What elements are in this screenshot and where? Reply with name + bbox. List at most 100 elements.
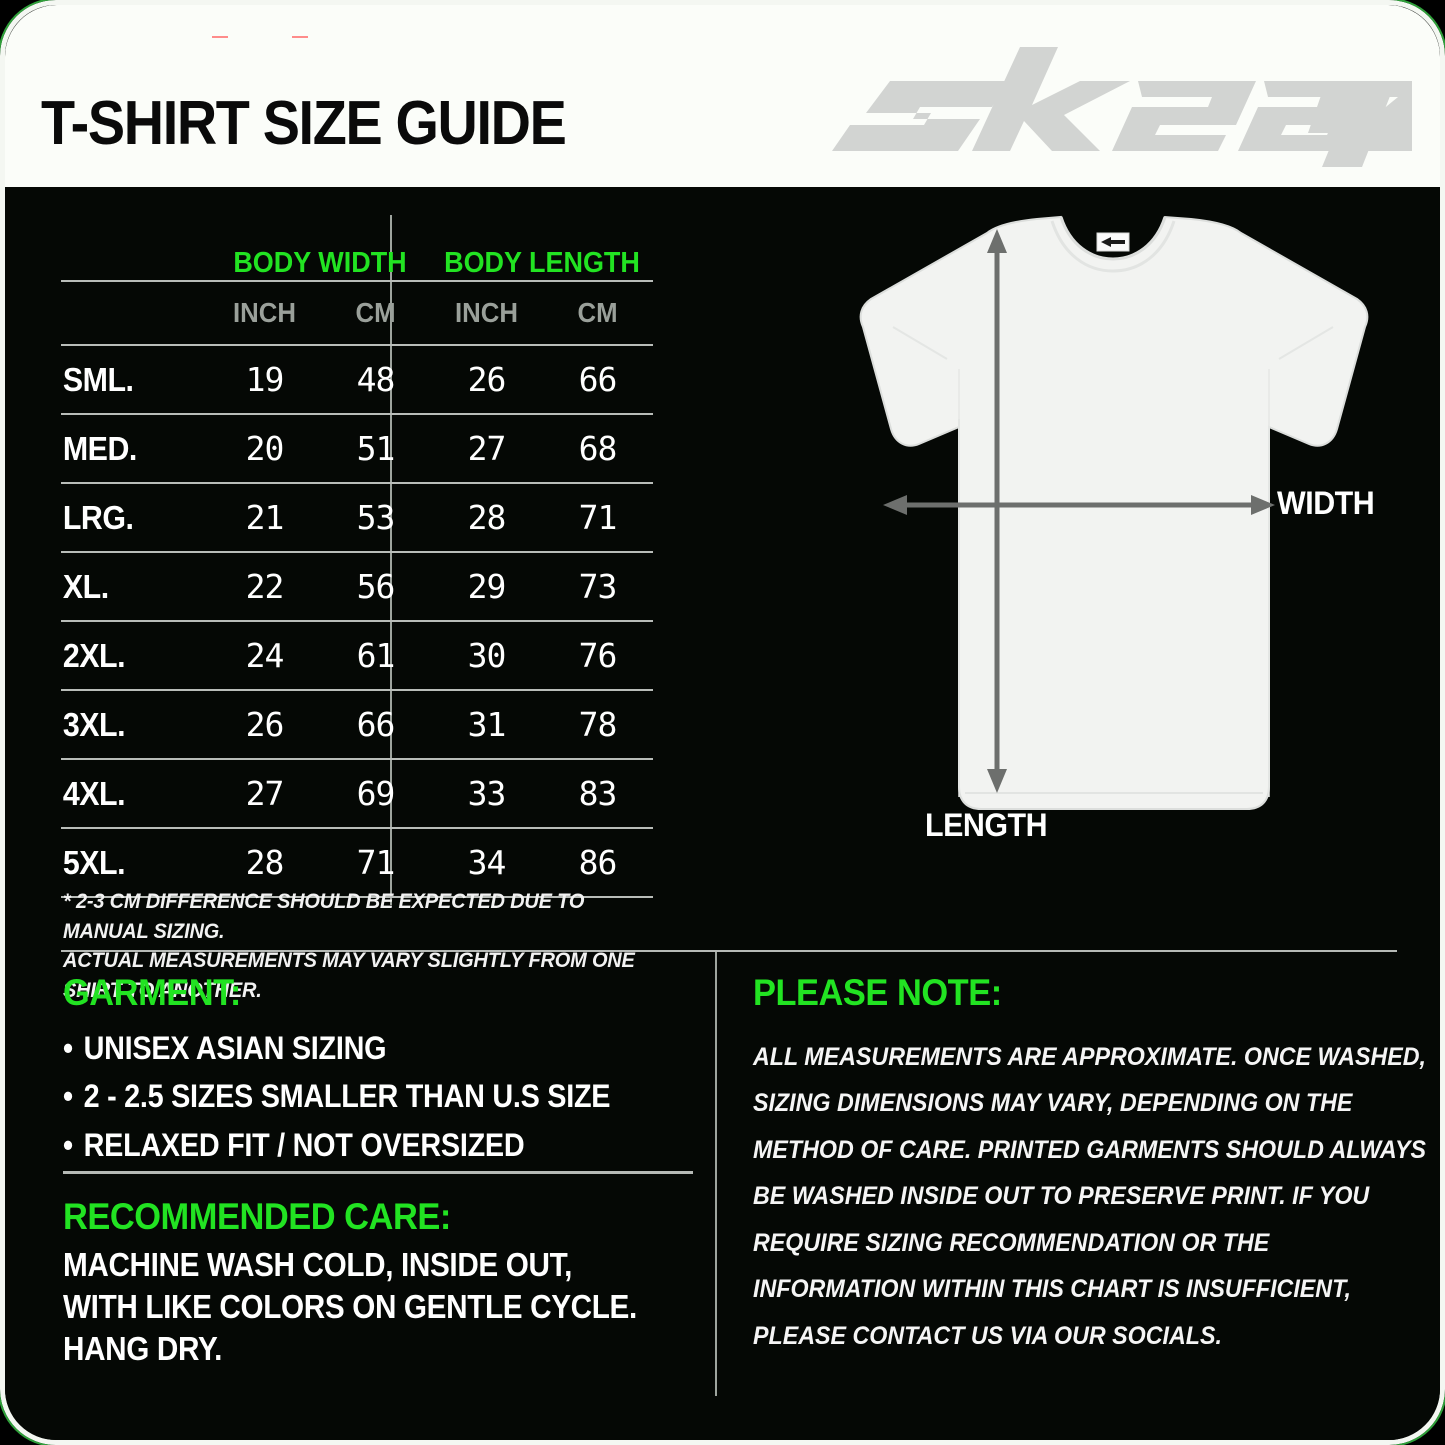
- table-row: SML. 19 48 26 66: [61, 346, 653, 413]
- table-row: 4XL. 27 69 33 83: [61, 760, 653, 827]
- row-size-label: SML.: [62, 360, 134, 398]
- cell-length-cm: 68: [578, 429, 618, 468]
- list-item: • UNISEX ASIAN SIZING: [63, 1024, 630, 1073]
- table-rule: [61, 344, 653, 346]
- table-rule: [61, 280, 653, 282]
- unit-header-width-cm: CM: [355, 297, 396, 328]
- cell-width-cm: 71: [356, 843, 396, 882]
- row-size-label: MED.: [62, 429, 138, 467]
- list-item: • RELAXED FIT / NOT OVERSIZED: [63, 1121, 630, 1170]
- list-item-label: RELAXED FIT / NOT OVERSIZED: [83, 1126, 525, 1163]
- header-bar: T-SHIRT SIZE GUIDE: [5, 5, 1440, 187]
- cell-width-inch: 24: [245, 636, 285, 675]
- cell-width-inch: 26: [245, 705, 285, 744]
- please-note-body: ALL MEASUREMENTS ARE APPROXIMATE. ONCE W…: [753, 1034, 1426, 1360]
- disclaimer-line-2: ACTUAL MEASUREMENTS MAY VARY SLIGHTLY FR…: [63, 948, 635, 1002]
- cell-width-cm: 61: [356, 636, 396, 675]
- table-row: XL. 22 56 29 73: [61, 553, 653, 620]
- table-rule: [61, 896, 653, 898]
- care-section: RECOMMENDED CARE: MACHINE WASH COLD, INS…: [63, 1196, 703, 1371]
- section-divider-vertical: [715, 952, 717, 1396]
- unit-header-width-inch: INCH: [233, 297, 296, 328]
- group-header-body-width: BODY WIDTH: [233, 247, 407, 279]
- garment-bullet-list: • UNISEX ASIAN SIZING • 2 - 2.5 SIZES SMAL…: [63, 1024, 693, 1170]
- size-table: BODY WIDTH BODY LENGTH INCH CM INCH CM S…: [61, 222, 653, 898]
- table-rule: [61, 482, 653, 484]
- length-label: LENGTH: [925, 807, 1048, 843]
- row-size-label: XL.: [62, 567, 109, 605]
- cell-width-inch: 28: [245, 843, 285, 882]
- table-rule: [61, 413, 653, 415]
- cell-width-cm: 48: [356, 360, 396, 399]
- disclaimer-line-1: * 2-3 CM DIFFERENCE SHOULD BE EXPECTED D…: [63, 889, 585, 943]
- row-size-label: LRG.: [62, 498, 134, 536]
- section-divider-horizontal: [61, 950, 1397, 952]
- cell-length-cm: 83: [578, 774, 618, 813]
- note-line: REQUIRE SIZING RECOMMENDATION OR THE: [753, 1228, 1270, 1257]
- table-column-divider: [390, 215, 392, 905]
- garment-care-divider: [63, 1171, 693, 1174]
- cell-width-cm: 51: [356, 429, 396, 468]
- cell-length-inch: 26: [467, 360, 507, 399]
- cell-length-cm: 66: [578, 360, 618, 399]
- content-area: BODY WIDTH BODY LENGTH INCH CM INCH CM S…: [5, 187, 1440, 1440]
- cell-length-cm: 86: [578, 843, 618, 882]
- table-row: MED. 20 51 27 68: [61, 415, 653, 482]
- unit-header-length-cm: CM: [577, 297, 618, 328]
- cell-width-inch: 19: [245, 360, 285, 399]
- shirt-shape: [859, 215, 1369, 810]
- table-row: 2XL. 24 61 30 76: [61, 622, 653, 689]
- cell-length-cm: 78: [578, 705, 618, 744]
- table-unit-header-row: INCH CM INCH CM: [61, 282, 653, 344]
- garment-section: GARMENT: • UNISEX ASIAN SIZING • 2 - 2.5 S…: [63, 972, 693, 1170]
- bullet-icon: •: [63, 1126, 73, 1163]
- row-size-label: 2XL.: [62, 636, 126, 674]
- bullet-icon: •: [63, 1029, 73, 1066]
- cell-length-inch: 29: [467, 567, 507, 606]
- page-title: T-SHIRT SIZE GUIDE: [41, 89, 567, 158]
- cell-width-inch: 20: [245, 429, 285, 468]
- care-line: WITH LIKE COLORS ON GENTLE CYCLE.: [63, 1287, 637, 1325]
- list-item: • 2 - 2.5 SIZES SMALLER THAN U.S SIZE: [63, 1072, 630, 1121]
- cell-length-cm: 76: [578, 636, 618, 675]
- cell-length-inch: 31: [467, 705, 507, 744]
- cell-length-inch: 27: [467, 429, 507, 468]
- cell-width-cm: 69: [356, 774, 396, 813]
- garment-heading: GARMENT:: [63, 972, 241, 1013]
- measurement-disclaimer: * 2-3 CM DIFFERENCE SHOULD BE EXPECTED D…: [63, 887, 658, 1006]
- table-group-header-row: BODY WIDTH BODY LENGTH: [61, 222, 653, 280]
- cell-width-inch: 27: [245, 774, 285, 813]
- tshirt-diagram: WIDTH LENGTH: [725, 197, 1425, 887]
- table-row: 5XL. 28 71 34 86: [61, 829, 653, 896]
- cell-width-inch: 21: [245, 498, 285, 537]
- collar-tag-icon: [1096, 232, 1130, 252]
- list-item-label: UNISEX ASIAN SIZING: [83, 1029, 387, 1066]
- cell-width-cm: 66: [356, 705, 396, 744]
- group-header-body-length: BODY LENGTH: [444, 247, 640, 279]
- table-row: LRG. 21 53 28 71: [61, 484, 653, 551]
- table-rule: [61, 758, 653, 760]
- care-instructions: MACHINE WASH COLD, INSIDE OUT, WITH LIKE…: [63, 1244, 639, 1371]
- table-rule: [61, 689, 653, 691]
- cell-length-inch: 30: [467, 636, 507, 675]
- cell-length-inch: 34: [467, 843, 507, 882]
- width-label: WIDTH: [1277, 485, 1375, 521]
- note-line: METHOD OF CARE. PRINTED GARMENTS SHOULD …: [753, 1135, 1426, 1164]
- bullet-icon: •: [63, 1078, 73, 1115]
- table-rule: [61, 827, 653, 829]
- care-heading: RECOMMENDED CARE:: [63, 1196, 451, 1237]
- table-rule: [61, 620, 653, 622]
- cell-length-inch: 33: [467, 774, 507, 813]
- note-line: PLEASE CONTACT US VIA OUR SOCIALS.: [753, 1321, 1222, 1350]
- note-line: INFORMATION WITHIN THIS CHART IS INSUFFI…: [753, 1275, 1352, 1304]
- brand-logo: [812, 47, 1440, 167]
- note-line: BE WASHED INSIDE OUT TO PRESERVE PRINT. …: [753, 1182, 1370, 1211]
- care-line: MACHINE WASH COLD, INSIDE OUT,: [63, 1245, 572, 1283]
- care-line: HANG DRY.: [63, 1330, 223, 1368]
- row-size-label: 5XL.: [62, 843, 126, 881]
- cell-length-cm: 71: [578, 498, 618, 537]
- table-row: 3XL. 26 66 31 78: [61, 691, 653, 758]
- cell-length-inch: 28: [467, 498, 507, 537]
- cell-width-inch: 22: [245, 567, 285, 606]
